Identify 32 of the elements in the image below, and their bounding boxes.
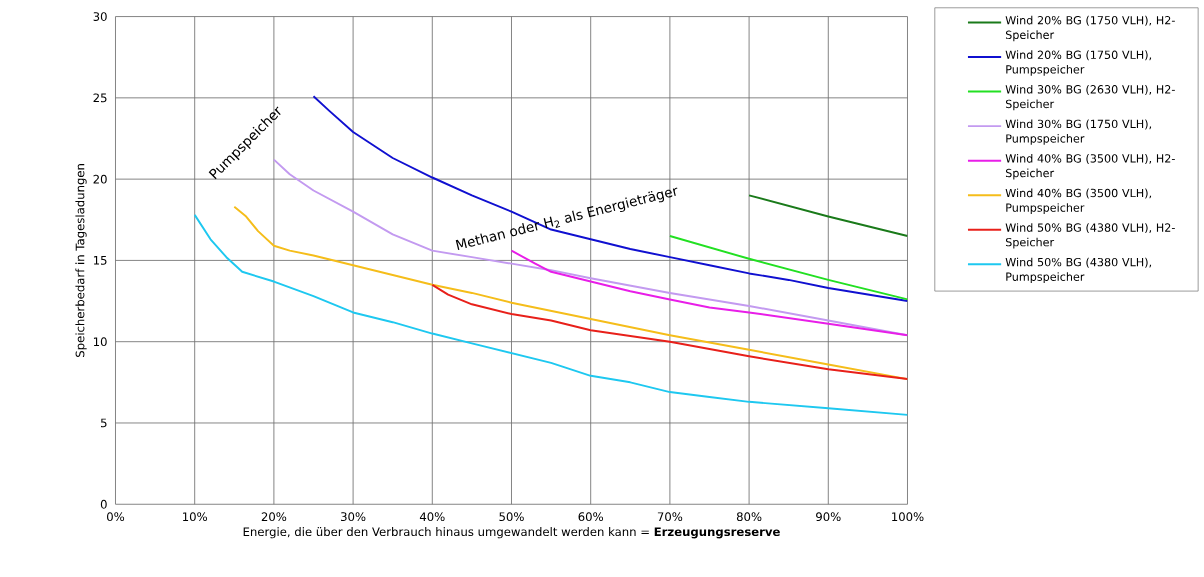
y-tick-label: 10 [93, 337, 107, 346]
x-tick-label: 20% [261, 512, 287, 521]
line-series [431, 283, 908, 380]
legend-label: Wind 20% BG (1750 VLH), H2-Speicher [1005, 15, 1175, 41]
line-series [312, 95, 908, 302]
line-series [668, 234, 908, 301]
y-tick-label: 5 [101, 418, 107, 428]
x-tick-label: 10% [183, 512, 208, 521]
y-tick-label: 15 [93, 255, 107, 265]
x-tick-label: 50% [499, 512, 524, 521]
x-tick-label: 30% [341, 512, 366, 521]
x-tick-label: 90% [816, 512, 841, 521]
y-tick-label: 25 [93, 93, 107, 103]
x-tick-label: 60% [578, 512, 604, 521]
y-tick-label: 30 [93, 11, 107, 21]
x-tick-label: 70% [657, 512, 683, 521]
y-tick-label: 0 [100, 499, 107, 509]
legend-label: Wind 30% BG (2630 VLH), H2-Speicher [1005, 84, 1175, 111]
legend-label: Wind 30% BG (1750 VLH), Pumpspeicher [1005, 119, 1152, 145]
x-tick-label: 40% [419, 512, 445, 521]
y-tick-label: 20 [93, 174, 107, 184]
line-series [510, 249, 908, 336]
legend-label: Wind 20% BG (1750 VLH), Pumpspeicher [1005, 50, 1152, 76]
legend-label: Wind 40% BG (3500 VLH), Pumpspeicher [1005, 188, 1152, 214]
legend-label: Wind 50% BG (4380 VLH), H2-Speicher [1005, 222, 1175, 249]
x-tick-label: 80% [736, 512, 762, 521]
y-axis-title: Speicherbedarf in Tagesladungen [75, 163, 87, 357]
x-tick-label: 100% [892, 512, 924, 521]
x-tick-label: 0% [107, 512, 125, 521]
x-axis-title: Energie, die über den Verbrauch hinaus umgewandelt werden kann = Erzeugungsreserve [243, 526, 780, 539]
legend-label: Wind 50% BG (4380 VLH), Pumpspeicher [1005, 257, 1152, 283]
legend-label: Wind 40% BG (3500 VLH), H2-Speicher [1005, 153, 1175, 180]
